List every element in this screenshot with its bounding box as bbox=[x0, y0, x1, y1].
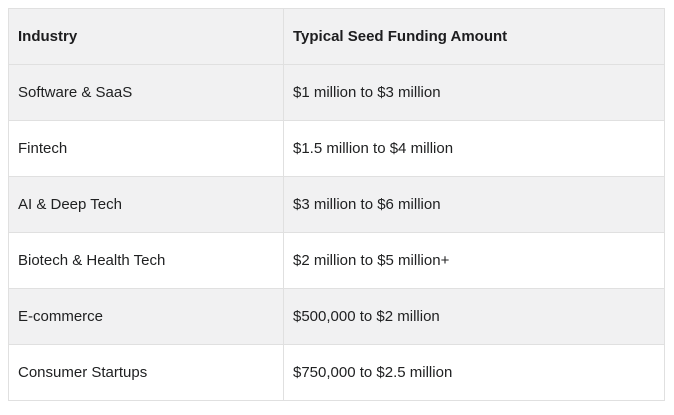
table-row: Consumer Startups $750,000 to $2.5 milli… bbox=[8, 344, 665, 401]
amount-cell: $500,000 to $2 million bbox=[283, 288, 665, 345]
table-body: Software & SaaS $1 million to $3 million… bbox=[8, 64, 665, 401]
industry-cell: Software & SaaS bbox=[8, 64, 284, 121]
amount-cell: $2 million to $5 million+ bbox=[283, 232, 665, 289]
table-row: Biotech & Health Tech $2 million to $5 m… bbox=[8, 232, 665, 289]
industry-cell: Consumer Startups bbox=[8, 344, 284, 401]
industry-cell: E-commerce bbox=[8, 288, 284, 345]
industry-cell: Biotech & Health Tech bbox=[8, 232, 284, 289]
table-row: E-commerce $500,000 to $2 million bbox=[8, 288, 665, 345]
table-row: Software & SaaS $1 million to $3 million bbox=[8, 64, 665, 121]
table-header: Industry Typical Seed Funding Amount bbox=[8, 8, 665, 65]
industry-cell: AI & Deep Tech bbox=[8, 176, 284, 233]
amount-cell: $3 million to $6 million bbox=[283, 176, 665, 233]
industry-cell: Fintech bbox=[8, 120, 284, 177]
table-row: AI & Deep Tech $3 million to $6 million bbox=[8, 176, 665, 233]
amount-cell: $1 million to $3 million bbox=[283, 64, 665, 121]
amount-cell: $1.5 million to $4 million bbox=[283, 120, 665, 177]
seed-funding-table: Industry Typical Seed Funding Amount Sof… bbox=[8, 8, 665, 401]
table-row: Fintech $1.5 million to $4 million bbox=[8, 120, 665, 177]
column-header-industry: Industry bbox=[8, 8, 284, 65]
amount-cell: $750,000 to $2.5 million bbox=[283, 344, 665, 401]
header-row: Industry Typical Seed Funding Amount bbox=[8, 8, 665, 65]
column-header-amount: Typical Seed Funding Amount bbox=[283, 8, 665, 65]
